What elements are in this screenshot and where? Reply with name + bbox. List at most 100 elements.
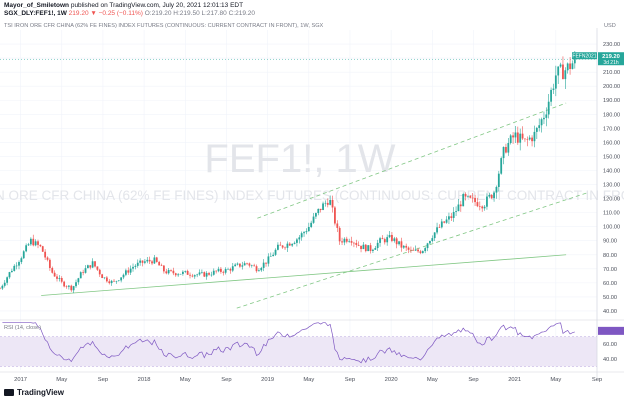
candle-body [462, 194, 465, 207]
candle-body [386, 237, 389, 243]
rsi-line [2, 322, 575, 364]
candle-body [65, 286, 68, 287]
candle-body [56, 276, 58, 279]
candle-body [0, 288, 1, 290]
trend-lines [0, 58, 597, 309]
time-tick-label: 2018 [138, 377, 151, 383]
candle-body [298, 237, 301, 240]
candle-body [512, 135, 514, 138]
candle-body [497, 173, 500, 187]
candle-body [98, 269, 101, 275]
candle-body [398, 241, 400, 245]
rsi-band [0, 336, 597, 367]
candle-body [326, 202, 329, 205]
contract-label: FEFN2021 [572, 54, 596, 60]
candle-body [224, 269, 227, 273]
candle-body [457, 204, 460, 212]
candle-body [535, 127, 538, 132]
candle-body [336, 223, 339, 228]
candle-body [8, 272, 11, 278]
candle-body [362, 244, 365, 250]
candle-body [350, 241, 353, 243]
support-line [41, 254, 567, 296]
candle-body [421, 251, 424, 254]
candle-body [303, 232, 305, 234]
candle-body [476, 202, 479, 207]
candle-body [174, 273, 177, 276]
tradingview-brand: TradingView [17, 388, 64, 397]
candle-body [165, 271, 168, 274]
candle-body [566, 63, 569, 71]
candle-body [433, 232, 436, 239]
candle-body [67, 285, 70, 287]
candle-body [193, 275, 196, 277]
candle-body [419, 251, 422, 254]
candle-body [20, 258, 23, 263]
candle-body [431, 238, 434, 242]
time-tick-label: May [303, 377, 314, 383]
candle-body [312, 216, 315, 223]
time-tick-label: 2020 [385, 377, 398, 383]
publish-info: published on TradingView.com, July 20, 2… [70, 2, 244, 9]
candle-body [291, 243, 294, 246]
price-tick-label: 50.00 [603, 295, 617, 301]
candle-body [215, 270, 218, 272]
grid-lines [0, 30, 598, 370]
candle-body [486, 196, 488, 207]
price-axis: 40.00 50.00 60.00 70.00 80.00 90.00 100.00 110.… [0, 28, 624, 378]
candle-body [48, 259, 51, 268]
candle-body [222, 271, 225, 273]
candle-body [571, 63, 574, 69]
time-tick-label: May [180, 377, 191, 383]
last-price-box [598, 52, 624, 66]
price-tick-label: 200.00 [603, 84, 620, 90]
candle-body [82, 272, 85, 273]
candlestick-series [0, 50, 576, 294]
time-tick-label: May [427, 377, 438, 383]
price-tick-label: 110.00 [603, 211, 620, 217]
candle-body [117, 280, 120, 282]
candle-body [481, 206, 484, 209]
candle-body [573, 59, 576, 64]
candle-body [288, 243, 291, 246]
candle-body [158, 261, 161, 266]
candle-body [246, 263, 248, 264]
candle-body [279, 244, 282, 246]
candle-body [538, 125, 541, 128]
publisher-line: Mayor_of_Smiletown published on TradingV… [4, 2, 243, 10]
candle-body [236, 263, 239, 265]
candle-body [167, 270, 170, 274]
tradingview-logo[interactable]: TradingView [4, 388, 64, 397]
price-tick-label: 150.00 [603, 154, 620, 160]
candle-body [372, 249, 374, 251]
candle-body [519, 133, 522, 143]
candle-body [44, 251, 47, 258]
candle-body [443, 221, 446, 223]
candle-body [210, 274, 213, 276]
candle-body [84, 268, 87, 273]
candle-body [319, 208, 322, 211]
candle-body [258, 270, 260, 272]
candle-body [277, 244, 279, 250]
candle-body [155, 257, 158, 262]
candle-body [516, 132, 519, 143]
candle-body [317, 208, 320, 214]
price-tick-label: 60.00 [603, 281, 617, 287]
candle-body [198, 272, 201, 275]
author-name[interactable]: Mayor_of_Smiletown [4, 2, 70, 9]
candle-body [521, 133, 524, 139]
candle-body [146, 259, 149, 262]
candle-body [229, 268, 232, 271]
candle-body [557, 66, 560, 76]
candle-body [212, 270, 215, 275]
candle-body [402, 245, 405, 248]
candle-body [110, 280, 113, 284]
candle-body [488, 194, 491, 197]
symbol-ticker[interactable]: SGX_DLY:FEF1!, 1W [4, 10, 67, 17]
candle-body [348, 241, 351, 242]
candle-body [203, 272, 206, 277]
candle-body [170, 270, 172, 271]
candle-body [162, 265, 165, 272]
candle-body [120, 277, 123, 281]
